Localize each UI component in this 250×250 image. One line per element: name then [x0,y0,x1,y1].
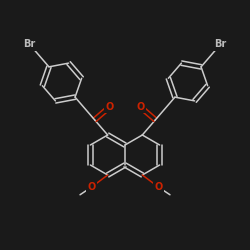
Text: Br: Br [214,39,227,49]
Text: O: O [106,102,114,112]
Text: O: O [88,182,96,192]
Text: Br: Br [23,39,36,49]
Text: O: O [136,102,144,112]
Text: O: O [154,182,162,192]
